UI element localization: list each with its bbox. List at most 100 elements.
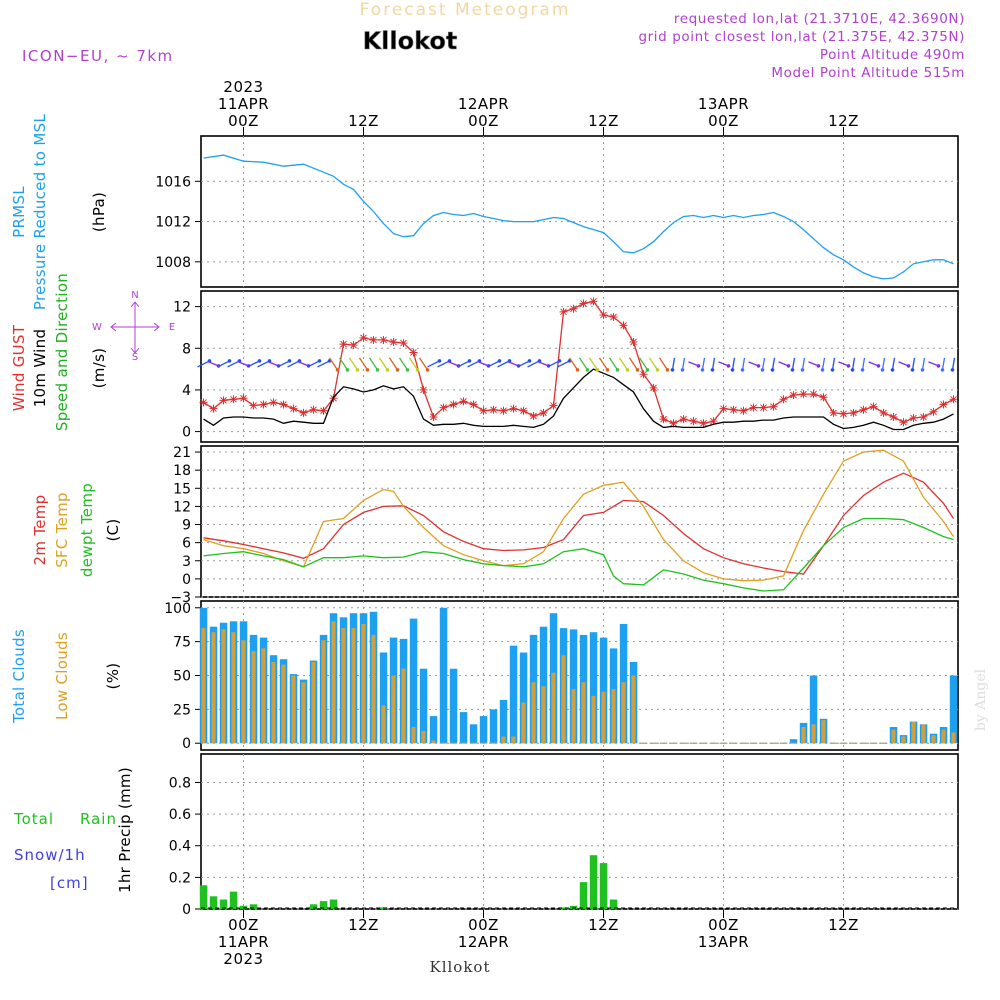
wind-direction-arrow [638,357,649,371]
wind-direction-arrow [247,360,260,368]
precip-label-total: Total [13,810,54,828]
wind-direction-arrowhead [816,364,821,368]
clouds-tick-label: 100 [164,601,191,617]
gust-marker [479,406,488,415]
gust-marker [789,391,798,400]
panel-label: (hPa) [90,192,108,232]
precip-series-0-bar [559,907,568,909]
wind-tick-label: 4 [182,383,191,399]
clouds-series-1-bar [501,736,506,744]
point-altitude: Point Altitude 490m [820,47,965,63]
precip-series-0-bar [589,855,598,909]
clouds-series-1-bar [921,724,926,744]
clouds-series-1-bar [521,702,526,744]
clouds-series-1-bar [281,664,286,744]
gust-marker [949,395,958,404]
clouds-series-0-bar [419,668,428,744]
wind-direction-arrow [227,360,240,368]
clouds-series-0-bar [949,675,958,744]
compass-south: S [132,352,138,363]
wind-direction-arrowhead [880,368,885,372]
panel-label: dewpt Temp [78,483,96,577]
wind-direction-arrow [608,357,619,371]
precip-series-0-bar [319,901,328,909]
wind-direction-arrow [921,357,926,371]
gust-marker [639,370,648,379]
wind-direction-arrowhead [497,359,502,363]
wind-direction-arrowhead [860,368,865,372]
wind-direction-arrowhead [700,368,705,372]
gust-marker [709,417,718,426]
clouds-series-1-bar [251,651,256,744]
temp-tick-label: 6 [182,536,191,552]
clouds-series-0-bar [429,716,438,744]
wind-direction-arrowhead [355,368,360,372]
gust-marker [509,404,518,413]
pressure-tick-label: 1012 [155,215,191,231]
temp-tick-label: 3 [182,554,191,570]
clouds-series-1-bar [821,720,826,744]
gust-marker [239,394,248,403]
precip-series-0-bar [209,896,218,909]
gust-marker [619,321,628,330]
panel-label: (C) [104,518,122,541]
pressure-tick-label: 1016 [155,174,191,190]
gust-marker [629,338,638,347]
precip-series-0-bar [609,899,618,909]
wind-direction-arrowhead [635,368,640,372]
time-label: 00Z [708,112,739,130]
gust-marker [529,411,538,420]
clouds-series-0-bar [439,607,448,744]
wind-direction-arrowhead [876,364,881,368]
wind-direction-arrow [497,360,510,368]
wind-direction-arrow [527,360,540,368]
clouds-series-1-bar [621,682,626,744]
gust-marker [319,406,328,415]
gust-marker [379,335,388,344]
clouds-series-1-bar [551,672,556,744]
gust-marker [209,404,218,413]
wind-direction-arrowhead [415,368,420,372]
gust-marker [579,299,588,308]
gust-marker [689,417,698,426]
wind-direction-arrowhead [575,368,580,372]
gust-marker [909,414,918,423]
clouds-series-1-bar [241,640,246,744]
wind-direction-arrowhead [680,368,685,372]
wind-direction-arrow [741,357,746,371]
gust-marker [499,406,508,415]
time-label: 12Z [348,112,379,130]
wind-direction-arrow [467,360,480,368]
gust-marker [649,383,658,392]
gust-marker [279,400,288,409]
gust-marker [299,408,308,417]
grid-point-coords: grid point closest lon,lat (21.375E, 42.… [638,29,965,45]
wind-direction-arrow [801,357,806,371]
wind-direction-arrowhead [385,368,390,372]
temp-series-2-line [203,517,954,592]
wind-direction-arrowhead [527,359,532,363]
wind-direction-arrowhead [726,364,731,368]
clouds-series-1-bar [391,675,396,744]
wind-direction-arrow [941,357,946,371]
clouds-series-0-bar [489,709,498,744]
wind-direction-arrow [277,360,290,368]
panel-label: Pressure Reduced to MSL [31,114,49,310]
precip-series-0-bar [329,899,338,909]
temp-series-1-line [203,449,955,582]
clouds-series-0-bar [409,618,418,744]
clouds-series-1-bar [321,640,326,744]
wind-direction-arrow [358,357,369,371]
wind-direction-arrow [378,357,389,371]
precip-label-snow: Snow/1h [14,846,86,864]
gust-marker [829,408,838,417]
wind-direction-arrow [547,360,560,368]
time-label: 2023 [223,78,263,96]
time-label: 12Z [588,112,619,130]
gust-marker [199,398,208,407]
clouds-series-1-bar [331,621,336,744]
precipitation-panel: 0 0.2 0.4 0.6 0.8 [169,753,959,918]
wind-direction-arrow [681,357,686,371]
